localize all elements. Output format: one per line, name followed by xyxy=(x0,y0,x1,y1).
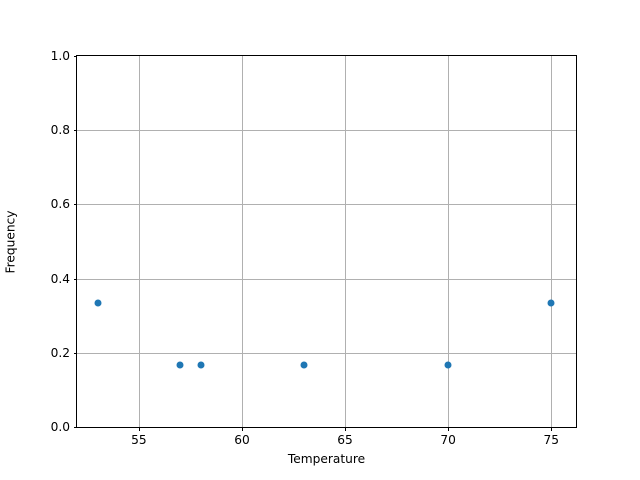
y-axis-tick-label: 0.0 xyxy=(50,420,70,434)
x-axis-tick xyxy=(138,427,140,431)
y-axis-tick xyxy=(73,130,77,132)
y-axis-tick xyxy=(73,352,77,354)
x-axis-tick xyxy=(448,427,450,431)
gridline-vertical xyxy=(448,56,450,427)
data-point xyxy=(300,361,308,369)
data-point xyxy=(176,361,184,369)
gridline-horizontal xyxy=(77,130,576,132)
y-axis-tick xyxy=(73,56,77,57)
data-point xyxy=(547,299,555,307)
plot-area: 0.0 0.2 0.4 0.6 0.8 1.0 55 60 65 70 75 xyxy=(51,49,577,447)
x-axis-tick xyxy=(345,427,347,431)
gridline-horizontal xyxy=(77,352,576,354)
gridline-vertical xyxy=(241,56,243,427)
y-axis-tick-label: 0.6 xyxy=(50,197,70,212)
x-axis-tick-label: 55 xyxy=(131,433,147,447)
y-axis-tick xyxy=(73,427,77,428)
x-axis-tick xyxy=(241,427,243,431)
y-axis-tick-label: 1.0 xyxy=(50,49,70,63)
y-axis-label: Frequency xyxy=(0,55,20,428)
gridline-vertical xyxy=(138,56,140,427)
y-axis-label-text: Frequency xyxy=(3,210,17,273)
data-point xyxy=(94,299,102,307)
x-axis-tick-label: 60 xyxy=(234,433,250,447)
gridline-vertical xyxy=(551,56,553,427)
y-axis-tick-label: 0.8 xyxy=(50,123,70,138)
x-axis-tick-label: 65 xyxy=(337,433,353,447)
x-axis-label: Temperature xyxy=(287,452,366,466)
data-point xyxy=(444,361,452,369)
y-axis-tick xyxy=(73,278,77,280)
x-axis-tick-label: 70 xyxy=(440,433,456,447)
y-axis-tick xyxy=(73,204,77,206)
gridline-horizontal xyxy=(77,278,576,280)
x-axis-tick xyxy=(551,427,553,431)
y-axis-tick-label: 0.2 xyxy=(50,345,70,360)
gridline-horizontal xyxy=(77,204,576,206)
data-point xyxy=(197,361,205,369)
x-axis-tick-label: 75 xyxy=(543,433,560,447)
gridline-vertical xyxy=(345,56,347,427)
y-axis-tick-label: 0.4 xyxy=(50,271,70,286)
